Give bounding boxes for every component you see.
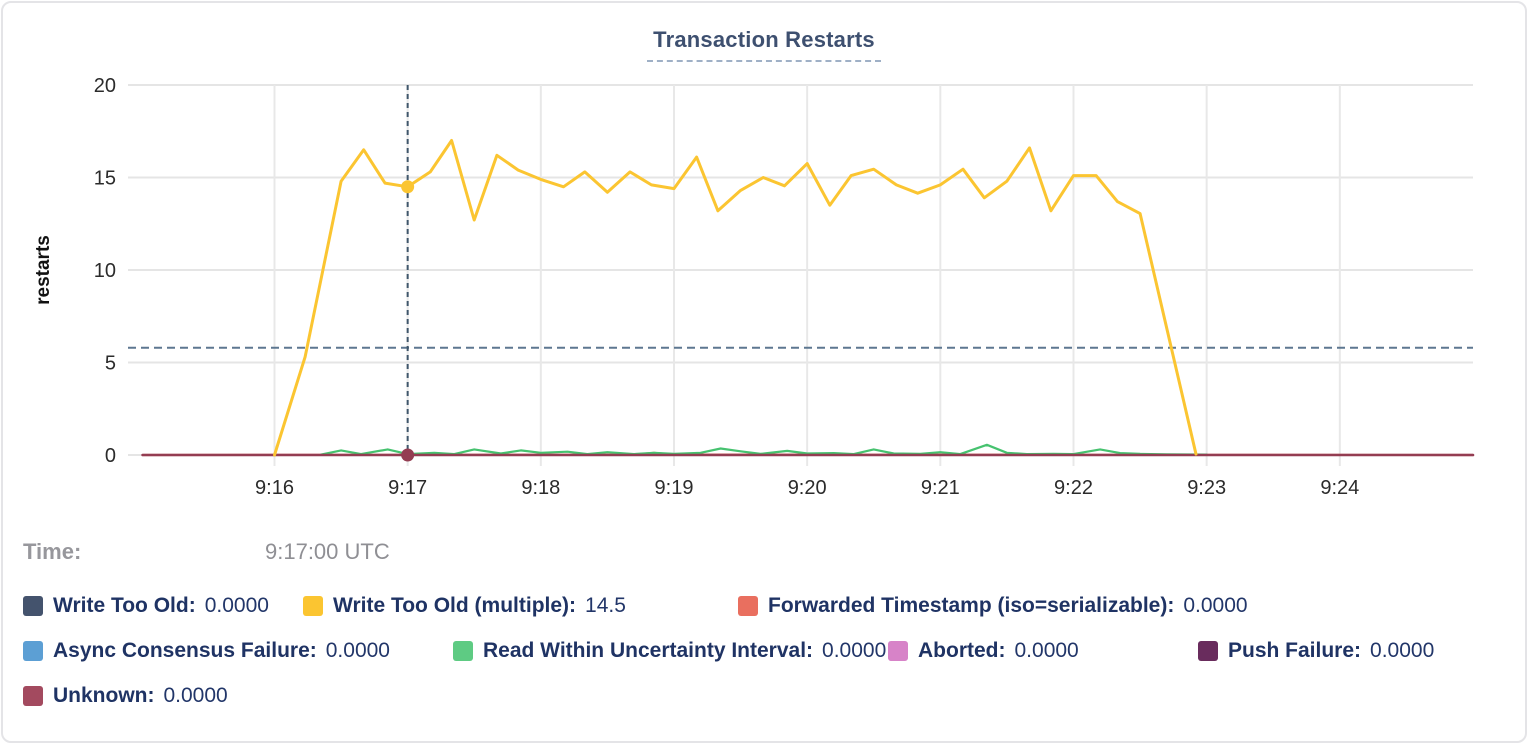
legend-row-3: Unknown: 0.0000 [23,681,228,711]
legend-series-value: 0.0000 [822,639,887,662]
legend-item: Write Too Old (multiple): 14.5 [303,594,738,618]
y-tick-label: 5 [105,353,116,375]
legend-series-value: 0.0000 [1014,639,1079,662]
legend-swatch [888,641,908,661]
x-tick-label: 9:21 [921,477,960,499]
legend-series-label: Unknown: [53,684,155,707]
x-tick-label: 9:23 [1187,477,1226,499]
y-tick-label: 0 [105,445,116,467]
legend-series-value: 0.0000 [163,684,228,707]
legend-series-value: 14.5 [585,594,626,617]
time-value: 9:17:00 UTC [265,539,390,564]
legend-series-label: Write Too Old (multiple): [333,594,577,617]
y-tick-label: 10 [94,260,116,282]
legend-swatch [453,641,473,661]
legend-series-label: Push Failure: [1228,639,1362,662]
time-label: Time: [23,539,82,564]
chart-header: Transaction Restarts [3,27,1525,62]
legend-series-value: 0.0000 [325,639,390,662]
legend-series-label: Write Too Old: [53,594,196,617]
x-tick-label: 9:24 [1320,477,1359,499]
chart-canvas[interactable]: 0 5 10 15 20 9:16 9:17 9:18 9:19 9:20 9:21 9:22 9:23… [3,3,1527,527]
legend-item: Aborted: 0.0000 [888,639,1198,663]
legend-swatch [23,596,43,616]
legend-swatch [23,686,43,706]
x-tick-label: 9:17 [388,477,427,499]
legend-series-value: 0.0000 [1370,639,1435,662]
y-axis-title: restarts [33,235,54,305]
legend-series-label: Read Within Uncertainty Interval: [483,639,814,662]
x-tick-label: 9:16 [255,477,294,499]
legend-item: Async Consensus Failure: 0.0000 [23,639,453,663]
y-tick-label: 20 [94,75,116,97]
crosshair-dot [401,180,415,194]
legend-series-label: Async Consensus Failure: [53,639,317,662]
legend-series-label: Aborted: [918,639,1006,662]
x-tick-label: 9:20 [788,477,827,499]
chart-title: Transaction Restarts [647,27,881,62]
y-tick-label: 15 [94,168,116,190]
series-line [273,139,1198,457]
crosshair-dot [401,448,415,462]
legend-row-1: Write Too Old: 0.0000 Write Too Old (multi… [23,591,1248,621]
x-tick-label: 9:18 [521,477,560,499]
legend-row-2: Async Consensus Failure: 0.0000 Read Withi… [23,636,1434,666]
legend-item: Push Failure: 0.0000 [1198,639,1434,663]
legend-swatch [1198,641,1218,661]
legend-swatch [23,641,43,661]
x-tick-label: 9:22 [1054,477,1093,499]
legend-series-value: 0.0000 [204,594,269,617]
legend-series-value: 0.0000 [1183,594,1248,617]
legend-swatch [738,596,758,616]
legend-item: Unknown: 0.0000 [23,684,228,708]
legend-item: Read Within Uncertainty Interval: 0.0000 [453,639,888,663]
legend-item: Forwarded Timestamp (iso=serializable): 0… [738,594,1248,618]
x-tick-label: 9:19 [655,477,694,499]
legend-swatch [303,596,323,616]
hover-time-row: Time: 9:17:00 UTC [3,539,1525,567]
legend-series-label: Forwarded Timestamp (iso=serializable): [768,594,1175,617]
legend-item: Write Too Old: 0.0000 [23,594,303,618]
